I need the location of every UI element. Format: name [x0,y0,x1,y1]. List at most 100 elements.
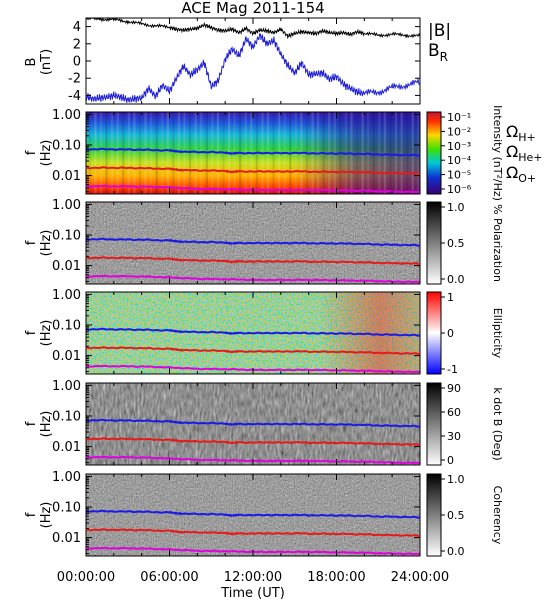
ylabel-frequency-unit: (Hz) [39,140,54,167]
colorbar-tick-label: 1.0 [447,473,465,486]
ylabel-frequency-unit: (Hz) [39,230,54,257]
colorbar-tick-label: 10⁻¹ [447,111,471,124]
ytick-label-frequency: 0.01 [52,349,81,364]
ylabel-frequency-unit: (Hz) [39,320,54,347]
data-point-b-total [273,31,275,34]
spectrogram-streak [161,112,164,194]
colorbar-tick-label: 10⁻⁴ [447,154,472,167]
data-point-b-total [196,27,198,29]
spectrogram-streak [105,112,108,194]
gyro-line-omega-he [86,437,420,447]
data-point-b-r [120,96,122,98]
data-point-b-r [335,75,338,78]
ytick-label-frequency: 1.00 [52,379,81,394]
data-point-b-total [217,29,219,31]
gyro-line-omega-h [86,327,420,337]
data-point-b-r [356,91,358,93]
data-point-b-total [349,33,351,35]
colorbar-label: % Polarization [491,204,504,282]
data-point-b-total [342,31,345,34]
figure-title: ACE Mag 2011-154 [181,0,324,17]
colorbars: 10⁻¹10⁻² 10⁻³10⁻⁴ 10⁻⁵10⁻⁶ Intensity (nT²/H… [426,105,504,558]
spectrogram-streak [400,112,403,194]
data-point-b-r [342,83,345,85]
gyro-line-omega-h [86,418,420,428]
gyro-line-omega-he [86,166,420,176]
ylabel-frequency-unit: (Hz) [39,411,54,438]
ylabel-frequency: f [24,150,39,155]
spectrogram-streak [138,112,142,194]
spectrogram-streak [372,112,375,194]
panel-magnetic-field: 4 2 0 -2 -4 B (nT) |B| BR [24,17,451,105]
spectrogram-streak [127,112,130,194]
data-point-b-total [322,30,324,32]
spectrogram-streak [361,112,364,194]
xtick-label: 18:00:00 [307,570,365,585]
data-point-b-total [335,32,338,35]
spectrogram-streak [172,112,175,194]
data-point-b-r [141,97,143,99]
spectrogram-streak [411,112,414,194]
colorbar-intensity [426,111,442,195]
data-point-b-r [280,53,282,55]
ytick-label-b: 2 [73,37,81,52]
data-point-b-r [134,98,136,100]
data-point-b-total [315,32,317,35]
colorbar-tick-label: 60 [447,406,461,419]
data-point-b-r [238,55,240,57]
spectrogram-streak [183,112,186,194]
colorbar-tick-label: 0 [447,327,454,340]
spectrogram-streak [406,112,409,194]
spectrogram-streak [94,112,97,194]
data-point-b-r [113,94,115,96]
ytick-label-frequency: 0.10 [52,229,81,244]
ylabel-b-unit: (nT) [39,49,54,75]
data-point-b-r [419,81,420,84]
spectrogram-streak [383,112,387,194]
colorbar-tick-label: 10⁻⁵ [447,169,471,182]
data-point-b-r [155,95,157,97]
data-point-b-r [377,91,379,93]
data-point-b-total [308,31,310,34]
ytick-label-b: -2 [68,72,81,87]
spectrogram-streak [194,112,197,194]
colorbar-tick-label: 1.0 [447,201,465,214]
data-point-b-r [252,46,254,48]
spectrogram-streak [88,112,91,194]
data-point-b-r [217,80,219,82]
gyro-line-omega-h [86,237,420,247]
spectrogram-streak [122,112,125,194]
legend-b-total: |B| [428,21,451,41]
data-point-b-r [266,43,268,45]
data-point-b-r [315,73,317,75]
legend-omega-he: ΩHe+ [506,142,543,164]
data-point-b-r [127,99,129,101]
series-line-b-total [86,18,420,40]
ytick-label-frequency: 1.00 [52,470,81,485]
data-point-b-total [224,30,226,32]
ytick-label-frequency: 0.01 [52,259,81,274]
data-point-b-r [210,86,212,88]
colorbar-tick-label: 0.0 [447,545,465,558]
legend-omega-h: ΩH+ [506,122,536,144]
colorbar-coherency [426,473,442,557]
xtick-label: 00:00:00 [57,570,115,585]
data-point-b-total [280,28,282,30]
gyro-line-omega-he [86,346,420,356]
xtick-label: 12:00:00 [224,570,282,585]
data-point-b-total [168,26,171,29]
colorbar-label: k dot B (Deg) [491,387,504,460]
spectrogram-streak [177,112,181,194]
gyro-line-omega-h [86,509,420,519]
data-point-b-total [363,32,365,35]
gyro-line-omega-h [86,147,420,157]
data-point-b-r [92,98,94,100]
data-point-b-r [182,65,184,67]
data-point-b-r [168,90,171,92]
data-point-b-r [322,72,324,74]
spectrogram-streak [116,112,119,194]
data-point-b-total [189,28,191,30]
ylabel-frequency: f [24,330,39,335]
ytick-label-frequency: 0.10 [52,501,81,516]
spectrogram-streak [188,112,192,194]
